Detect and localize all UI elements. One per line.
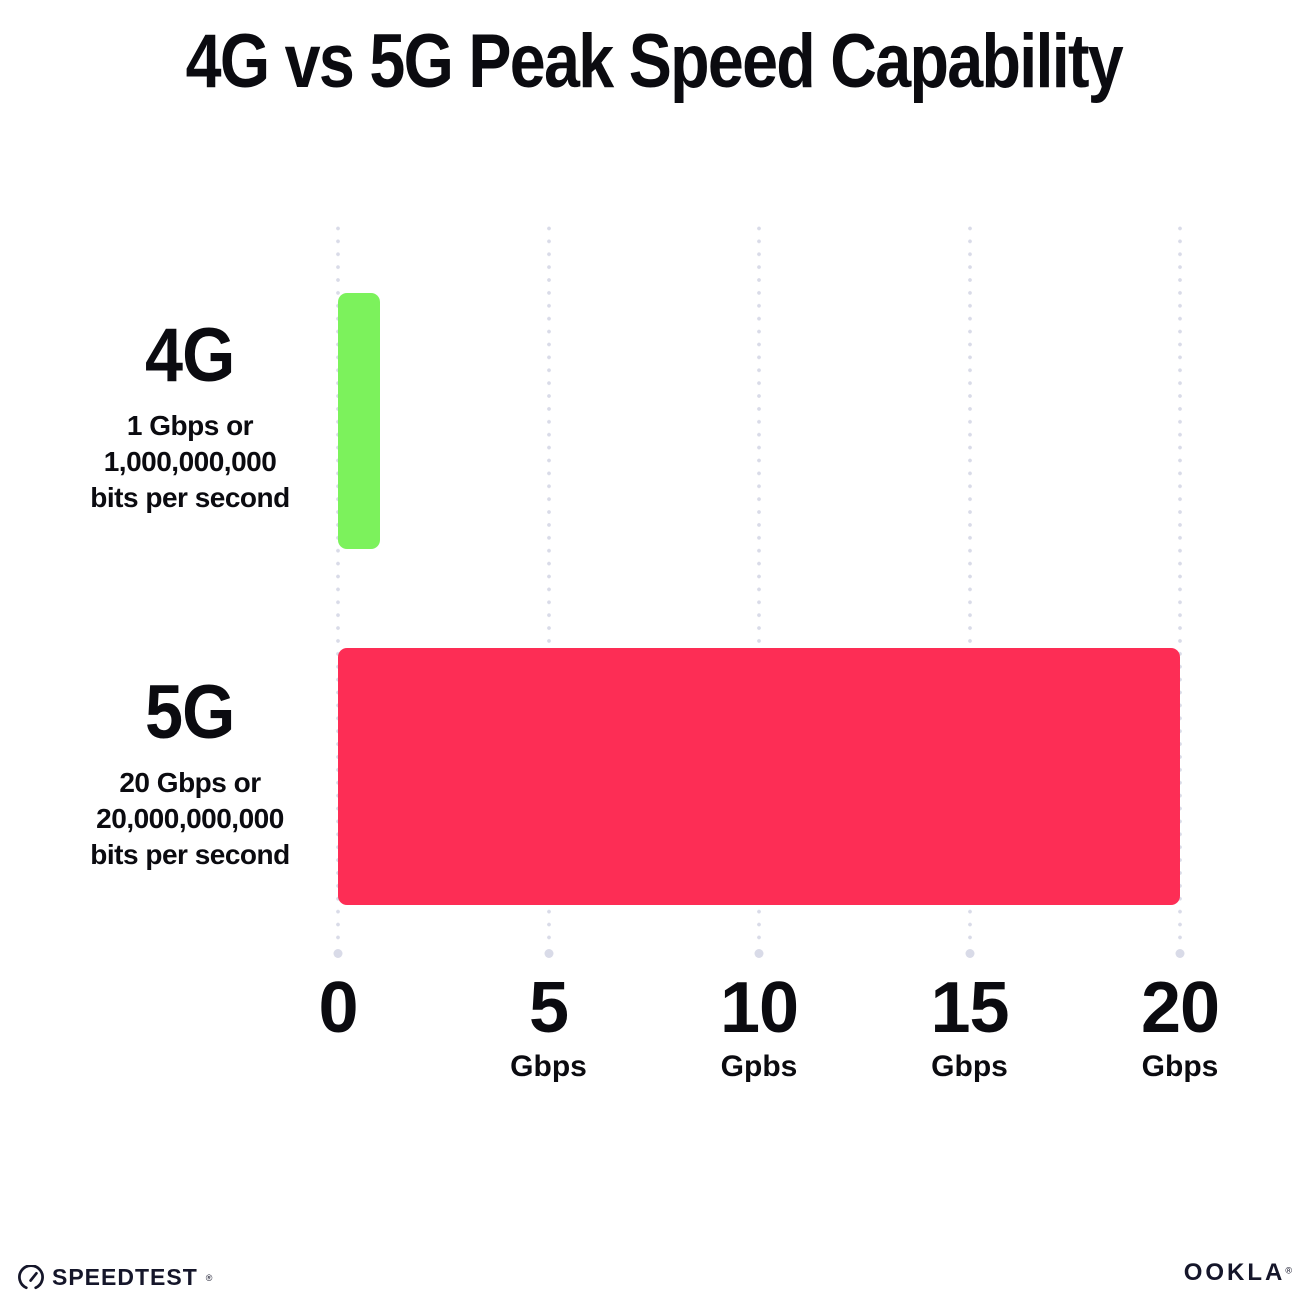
- x-tick-0: 0: [318, 968, 358, 1052]
- speedtest-wordmark: SPEEDTEST: [52, 1264, 198, 1290]
- x-tick-15-unit: Gbps: [931, 1050, 1008, 1083]
- category-desc-5g-line1: 20 Gbps or: [119, 767, 261, 798]
- row-label-5g: 5G 20 Gbps or 20,000,000,000 bits per se…: [50, 675, 330, 872]
- category-desc-5g-line3: bits per second: [90, 838, 290, 870]
- gridline-0: [336, 222, 340, 946]
- speedtest-gauge-icon: [18, 1264, 44, 1289]
- ookla-logo: OOKLA®: [1184, 1259, 1292, 1287]
- category-label-4g: 4G: [145, 313, 235, 398]
- x-tick-10-unit: Gpbs: [720, 1050, 798, 1083]
- ookla-wordmark: OOKLA: [1183, 1259, 1286, 1286]
- category-label-5g: 5G: [145, 670, 235, 755]
- gridline-20: [1178, 222, 1182, 946]
- category-desc-4g-line2: 1,000,000,000: [103, 445, 277, 477]
- x-tick-10-value: 10: [719, 968, 799, 1048]
- chart-title-text: 4G vs 5G Peak Speed Capability: [185, 19, 1124, 104]
- chart-title: 4G vs 5G Peak Speed Capability: [0, 18, 1308, 105]
- speedtest-trademark: ®: [205, 1272, 213, 1283]
- x-tick-5-unit: Gbps: [510, 1050, 587, 1083]
- category-desc-5g-line2: 20,000,000,000: [96, 802, 284, 834]
- x-tick-15: 15 Gbps: [930, 968, 1009, 1083]
- row-label-4g: 4G 1 Gbps or 1,000,000,000 bits per seco…: [50, 318, 330, 515]
- x-tick-10: 10 Gpbs: [719, 968, 799, 1083]
- gridline-15: [967, 222, 972, 946]
- category-desc-4g-line3: bits per second: [90, 481, 290, 513]
- bar-5g: [338, 648, 1180, 905]
- x-tick-15-value: 15: [930, 968, 1009, 1048]
- x-tick-5-value: 5: [528, 968, 569, 1048]
- x-tick-5: 5 Gbps: [510, 972, 587, 1082]
- speedtest-logo: SPEEDTEST ®: [18, 1264, 212, 1291]
- category-desc-4g-line1: 1 Gbps or: [126, 410, 254, 441]
- x-tick-0-value: 0: [318, 968, 358, 1048]
- x-tick-20: 20 Gbps: [1140, 968, 1220, 1083]
- gridline-5: [546, 222, 551, 946]
- ookla-trademark: ®: [1285, 1265, 1292, 1276]
- x-tick-20-value: 20: [1140, 968, 1220, 1048]
- gridline-10: [757, 222, 761, 946]
- x-tick-20-unit: Gbps: [1141, 1050, 1219, 1083]
- bar-4g: [338, 293, 380, 549]
